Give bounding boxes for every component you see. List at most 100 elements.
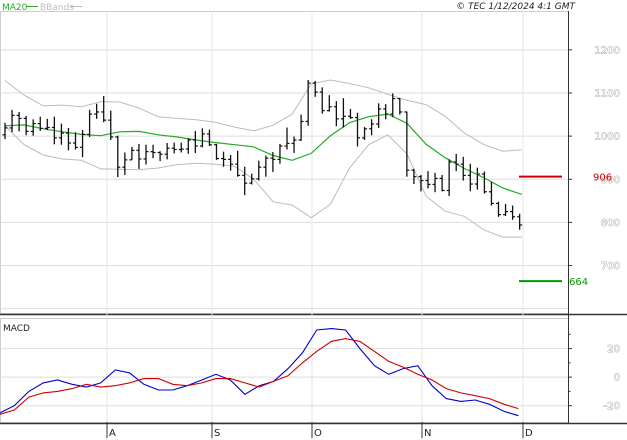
- macd-title: MACD: [3, 324, 30, 334]
- ohlc-bar: [432, 172, 438, 193]
- ohlc-bar: [369, 119, 375, 136]
- ohlc-bar: [453, 153, 459, 172]
- ohlc-bar: [37, 116, 43, 131]
- ohlc-bar: [270, 152, 276, 172]
- bband-lower: [4, 125, 522, 238]
- ohlc-bar: [157, 151, 163, 162]
- ohlc-bar: [510, 205, 516, 220]
- ohlc-bar: [94, 103, 100, 119]
- macd-panel: [0, 318, 569, 423]
- macd-lines: [0, 328, 519, 417]
- level-label: 664: [569, 277, 588, 288]
- ohlc-bar: [460, 156, 466, 181]
- price-y-ticks: 700 800 900 1000 1100 1200: [568, 45, 620, 272]
- ohlc-bar: [263, 155, 269, 177]
- ohlc-bar: [101, 95, 107, 123]
- ohlc-bar: [390, 93, 396, 118]
- ohlc-bar: [418, 174, 424, 192]
- ohlc-bar: [474, 167, 480, 190]
- price-tick-label: 800: [601, 218, 620, 229]
- month-label: O: [314, 428, 322, 439]
- ohlc-bar: [411, 168, 417, 185]
- macd-tick-label: 0: [614, 373, 620, 384]
- ohlc-bar: [503, 203, 509, 216]
- price-levels: 906 664: [519, 173, 612, 288]
- ohlc-bar: [326, 95, 332, 112]
- ohlc-bar: [185, 138, 191, 154]
- ohlc-bar: [108, 110, 114, 140]
- ohlc-bar: [129, 146, 135, 161]
- ohlc-bar: [136, 143, 142, 169]
- ohlc-bar: [284, 127, 290, 150]
- ohlc-bar: [199, 128, 205, 148]
- ohlc-bar: [362, 127, 368, 140]
- ohlc-bar: [291, 136, 297, 153]
- ohlc-bar: [319, 87, 325, 114]
- ohlc-bar: [488, 181, 494, 206]
- ohlc-bar: [80, 130, 86, 158]
- ohlc-bar: [171, 142, 177, 154]
- ohlc-bar: [73, 132, 78, 150]
- month-label: A: [109, 428, 116, 439]
- ohlc-bar: [425, 171, 431, 189]
- macd-y-ticks: -20 0 20: [568, 333, 620, 413]
- ohlc-bar: [214, 143, 219, 160]
- macd-tick-label: -20: [604, 401, 620, 412]
- ohlc-bar: [333, 101, 339, 127]
- ohlc-bar: [9, 109, 15, 133]
- ohlc-bar: [340, 98, 346, 128]
- macd-series-line: [0, 338, 519, 415]
- ohlc-bar: [164, 143, 170, 160]
- ohlc-bar: [122, 152, 128, 175]
- bollinger-bands: [4, 79, 522, 238]
- ohlc-bar: [383, 104, 389, 120]
- ohlc-bar: [347, 108, 353, 119]
- ohlc-bar: [115, 135, 121, 178]
- ma20-path: [4, 113, 522, 195]
- ohlc-bar: [235, 150, 241, 177]
- macd-series-line: [0, 328, 519, 417]
- ohlc-bar: [481, 171, 487, 194]
- ohlc-bar: [249, 173, 255, 185]
- ohlc-bar: [256, 160, 262, 181]
- ohlc-bar: [16, 111, 22, 132]
- ohlc-bar: [192, 130, 198, 153]
- month-label: D: [525, 428, 533, 439]
- ohlc-bar: [44, 118, 50, 131]
- ohlc-bar: [51, 116, 57, 145]
- ohlc-bar: [228, 155, 234, 171]
- ohlc-bar: [298, 114, 304, 141]
- month-label: N: [424, 428, 431, 439]
- ohlc-bar: [30, 119, 36, 136]
- month-label: S: [214, 428, 220, 439]
- ohlc-bar: [404, 111, 410, 177]
- price-tick-label: 900: [601, 175, 620, 186]
- ohlc-bars: [2, 80, 523, 230]
- ohlc-bar: [65, 127, 71, 151]
- bband-upper: [4, 79, 522, 152]
- ohlc-bar: [2, 122, 8, 140]
- ohlc-bar: [23, 115, 29, 136]
- ohlc-bar: [355, 112, 360, 147]
- macd-tick-label: 20: [607, 344, 620, 355]
- ohlc-bar: [58, 123, 64, 145]
- ohlc-bar: [312, 80, 318, 97]
- ohlc-bar: [496, 201, 501, 217]
- level-label: 906: [593, 173, 612, 184]
- price-tick-label: 700: [601, 261, 620, 272]
- ohlc-bar: [242, 166, 248, 196]
- ma20-line: [4, 113, 522, 195]
- price-tick-label: 1000: [595, 132, 620, 143]
- ohlc-bar: [221, 151, 227, 167]
- ohlc-bar: [517, 213, 523, 230]
- ohlc-bar: [150, 144, 156, 159]
- ohlc-bar: [446, 159, 452, 197]
- ohlc-bar: [467, 163, 473, 192]
- legend-bbands: BBands: [40, 3, 74, 13]
- ohlc-bar: [397, 97, 403, 115]
- ohlc-bar: [277, 143, 283, 164]
- ohlc-bar: [87, 109, 93, 137]
- ohlc-bar: [178, 142, 184, 153]
